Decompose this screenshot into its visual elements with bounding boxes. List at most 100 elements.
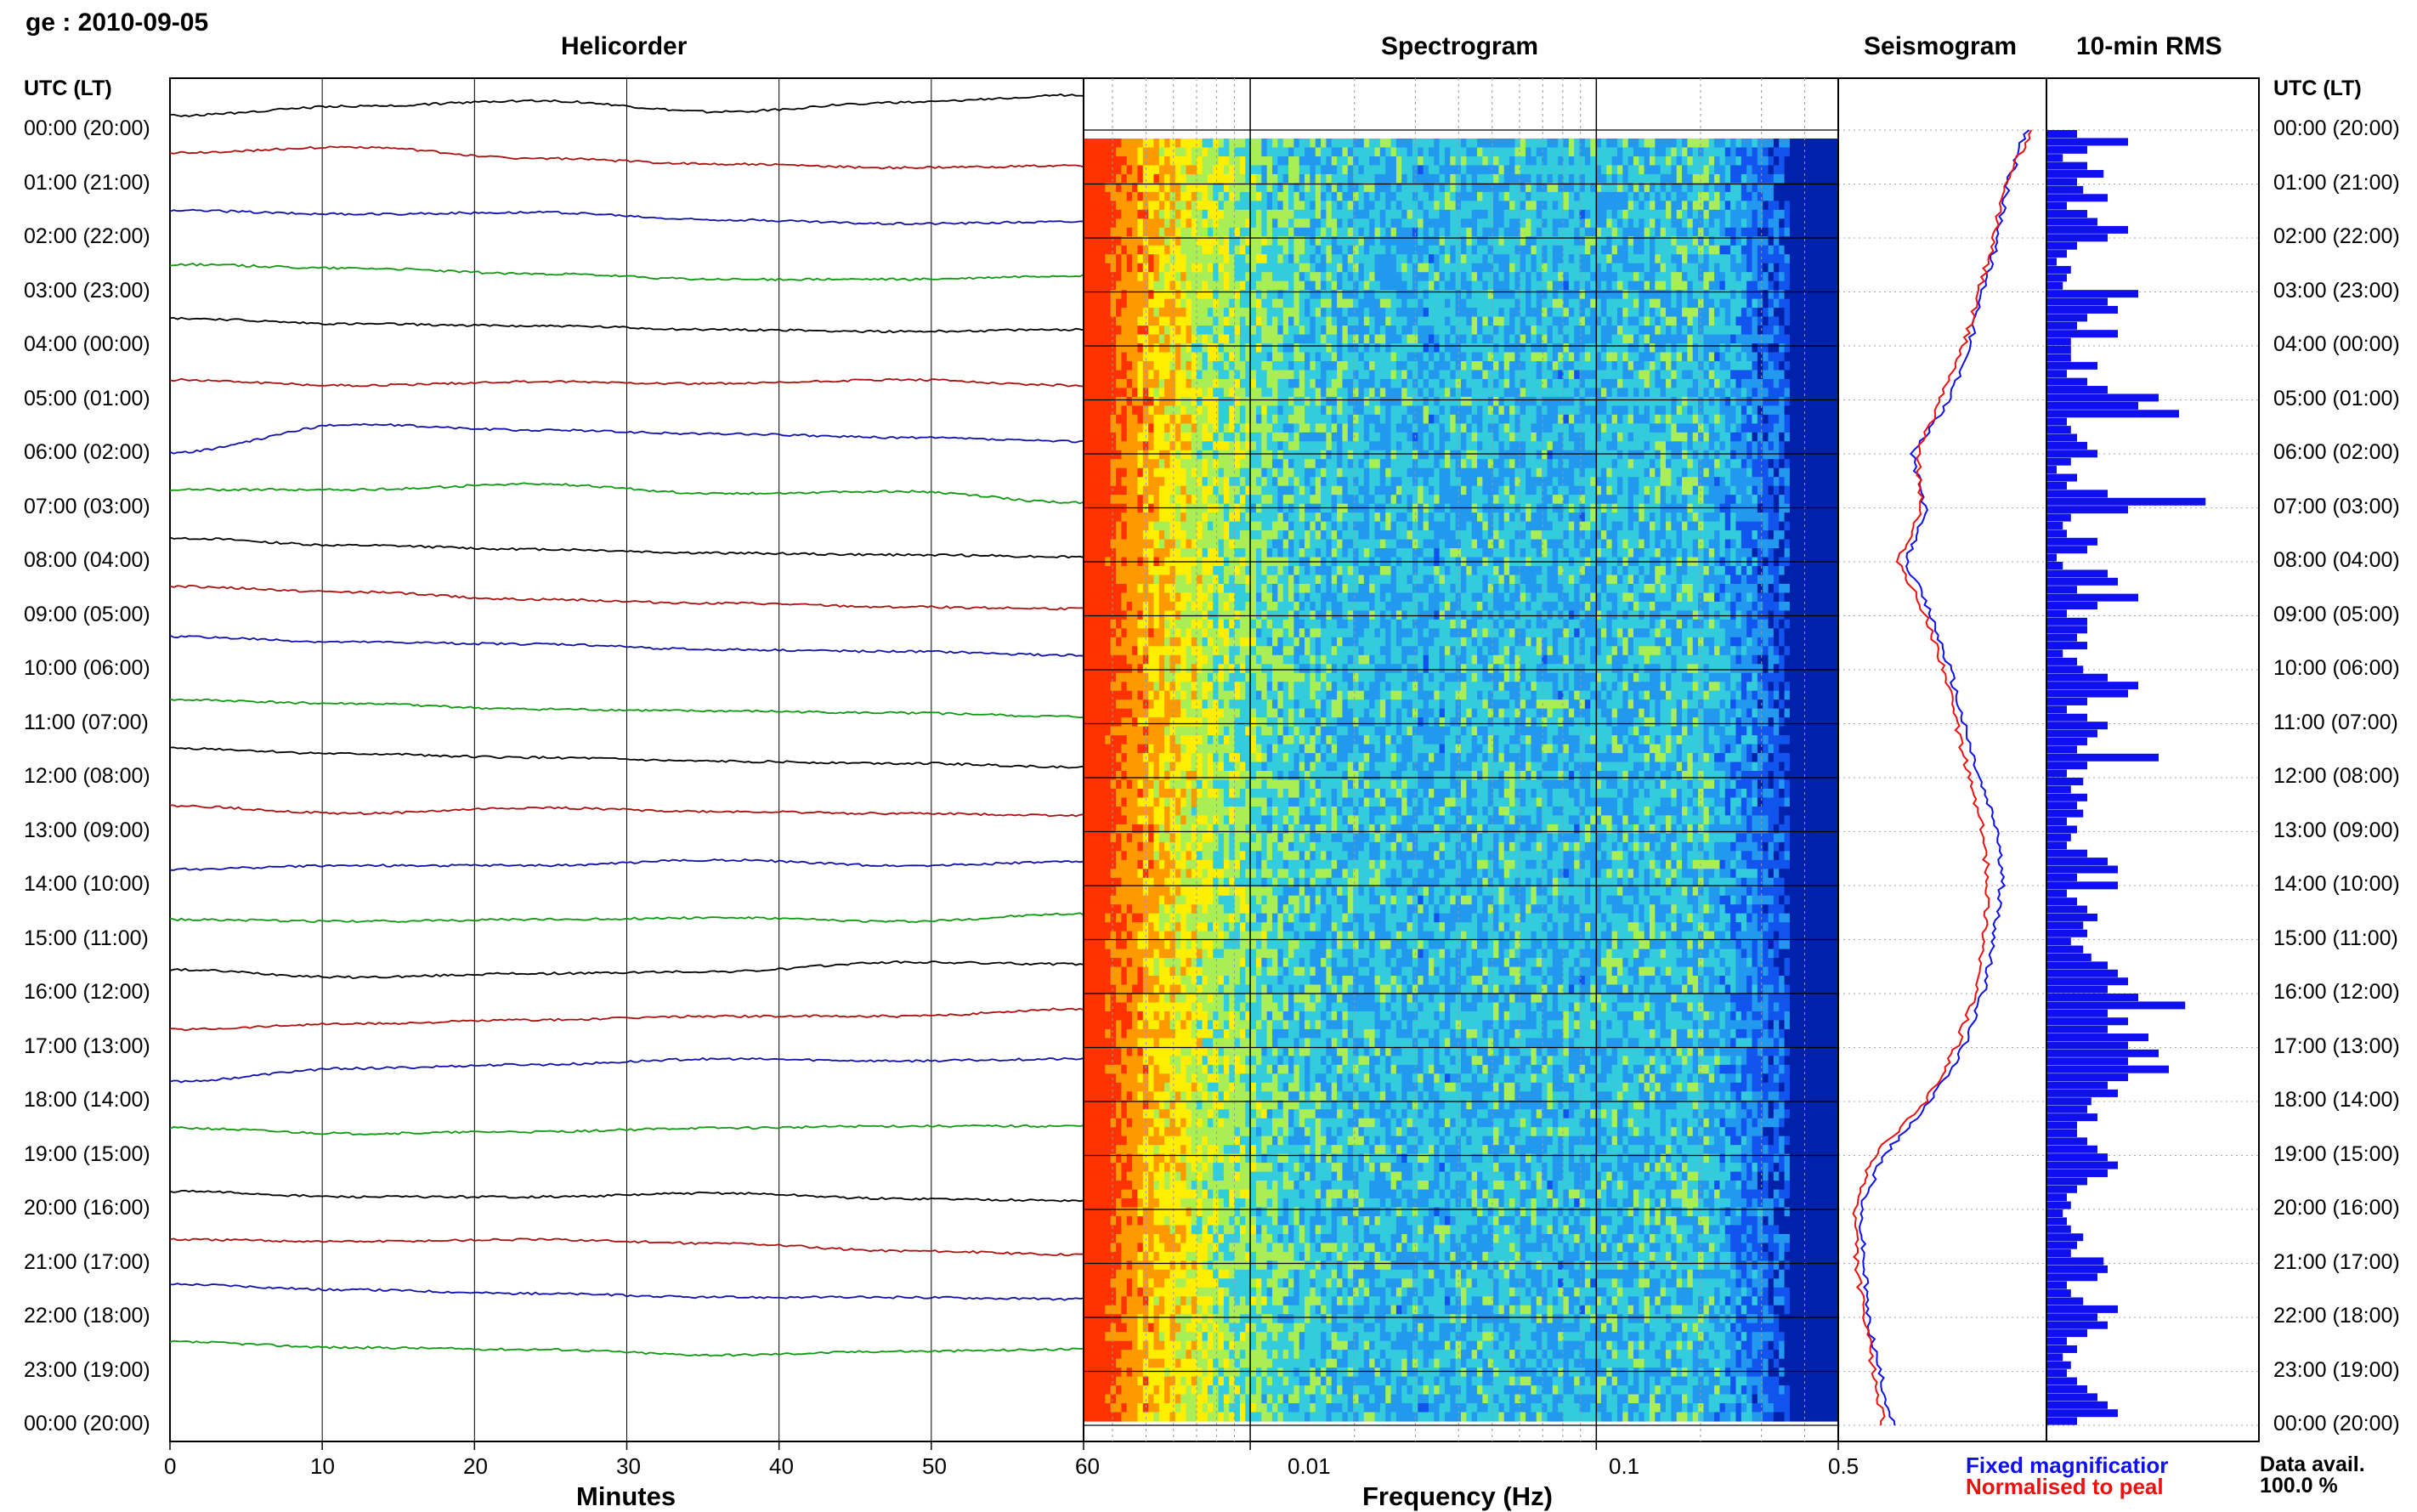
spectrogram-cell	[1375, 218, 1381, 228]
spectrogram-cell	[1741, 308, 1747, 317]
spectrogram-cell	[1100, 263, 1106, 273]
spectrogram-cell	[1822, 361, 1828, 371]
spectrogram-cell	[1391, 343, 1397, 353]
spectrogram-cell	[1305, 423, 1310, 433]
spectrogram-cell	[1520, 299, 1526, 309]
spectrogram-cell	[1261, 299, 1267, 309]
spectrogram-cell	[1661, 423, 1667, 433]
spectrogram-cell	[1677, 201, 1683, 210]
spectrogram-cell	[1735, 353, 1741, 362]
spectrogram-cell	[1111, 139, 1117, 148]
spectrogram-cell	[1429, 228, 1435, 237]
spectrogram-cell	[1585, 317, 1591, 326]
spectrogram-cell	[1084, 192, 1090, 201]
spectrogram-cell	[1342, 192, 1348, 201]
spectrogram-cell	[1095, 326, 1101, 335]
spectrogram-cell	[1418, 192, 1424, 201]
spectrogram-cell	[1827, 299, 1833, 309]
spectrogram-cell	[1089, 308, 1095, 317]
spectrogram-cell	[1714, 272, 1720, 281]
spectrogram-cell	[1693, 379, 1699, 388]
spectrogram-cell	[1288, 441, 1294, 450]
spectrogram-cell	[1084, 326, 1090, 335]
spectrogram-cell	[1741, 139, 1747, 148]
spectrogram-cell	[1488, 361, 1494, 371]
spectrogram-cell	[1504, 361, 1510, 371]
spectrogram-cell	[1337, 370, 1343, 379]
spectrogram-cell	[1337, 192, 1343, 201]
spectrogram-cell	[1288, 201, 1294, 210]
spectrogram-cell	[1429, 299, 1435, 309]
spectrogram-cell	[1095, 388, 1101, 397]
spectrogram-cell	[1795, 218, 1801, 228]
spectrogram-cell	[1795, 397, 1801, 406]
spectrogram-cell	[1283, 405, 1289, 415]
spectrogram-cell	[1095, 281, 1101, 291]
spectrogram-cell	[1569, 139, 1575, 148]
spectrogram-cell	[1418, 405, 1424, 415]
spectrogram-cell	[1305, 326, 1310, 335]
spectrogram-cell	[1477, 343, 1483, 353]
spectrogram-cell	[1671, 139, 1677, 148]
spectrogram-cell	[1175, 201, 1181, 210]
spectrogram-cell	[1547, 290, 1553, 299]
spectrogram-cell	[1310, 353, 1316, 362]
spectrogram-cell	[1569, 308, 1575, 317]
spectrogram-cell	[1817, 317, 1823, 326]
spectrogram-cell	[1703, 139, 1709, 148]
spectrogram-cell	[1326, 228, 1332, 237]
spectrogram-cell	[1752, 139, 1758, 148]
spectrogram-cell	[1472, 290, 1478, 299]
spectrogram-cell	[1774, 308, 1780, 317]
spectrogram-cell	[1703, 308, 1709, 317]
spectrogram-cell	[1375, 353, 1381, 362]
spectrogram-cell	[1622, 441, 1628, 450]
spectrogram-cell	[1763, 165, 1769, 174]
spectrogram-cell	[1801, 388, 1807, 397]
spectrogram-cell	[1498, 397, 1504, 406]
spectrogram-cell	[1763, 441, 1769, 450]
spectrogram-cell	[1509, 405, 1515, 415]
spectrogram-cell	[1677, 343, 1683, 353]
spectrogram-cell	[1288, 415, 1294, 424]
spectrogram-cell	[1622, 281, 1628, 291]
spectrogram-cell	[1590, 405, 1596, 415]
spectrogram-cell	[1714, 423, 1720, 433]
spectrogram-cell	[1472, 388, 1478, 397]
spectrogram-cell	[1396, 423, 1402, 433]
spectrogram-cell	[1305, 201, 1310, 210]
spectrogram-cell	[1111, 228, 1117, 237]
spectrogram-cell	[1153, 397, 1159, 406]
spectrogram-cell	[1703, 335, 1709, 344]
spectrogram-cell	[1617, 353, 1623, 362]
spectrogram-cell	[1375, 156, 1381, 166]
spectrogram-cell	[1159, 156, 1165, 166]
spectrogram-cell	[1719, 361, 1725, 371]
spectrogram-cell	[1310, 335, 1316, 344]
spectrogram-cell	[1424, 335, 1429, 344]
spectrogram-cell	[1709, 201, 1715, 210]
spectrogram-cell	[1817, 272, 1823, 281]
spectrogram-cell	[1396, 165, 1402, 174]
spectrogram-cell	[1504, 210, 1510, 219]
spectrogram-cell	[1293, 433, 1299, 442]
spectrogram-cell	[1277, 388, 1283, 397]
spectrogram-cell	[1251, 201, 1257, 210]
spectrogram-cell	[1746, 335, 1752, 344]
spectrogram-cell	[1801, 174, 1807, 184]
spectrogram-cell	[1407, 388, 1413, 397]
spectrogram-cell	[1396, 218, 1402, 228]
spectrogram-cell	[1364, 165, 1370, 174]
spectrogram-cell	[1811, 147, 1817, 156]
spectrogram-cell	[1380, 353, 1386, 362]
spectrogram-cell	[1693, 308, 1699, 317]
spectrogram-cell	[1203, 317, 1208, 326]
spectrogram-cell	[1817, 335, 1823, 344]
spectrogram-cell	[1277, 405, 1283, 415]
spectrogram-cell	[1719, 397, 1725, 406]
spectrogram-cell	[1293, 201, 1299, 210]
spectrogram-cell	[1316, 326, 1322, 335]
spectrogram-cell	[1132, 210, 1138, 219]
spectrogram-cell	[1116, 353, 1122, 362]
spectrogram-cell	[1741, 281, 1747, 291]
